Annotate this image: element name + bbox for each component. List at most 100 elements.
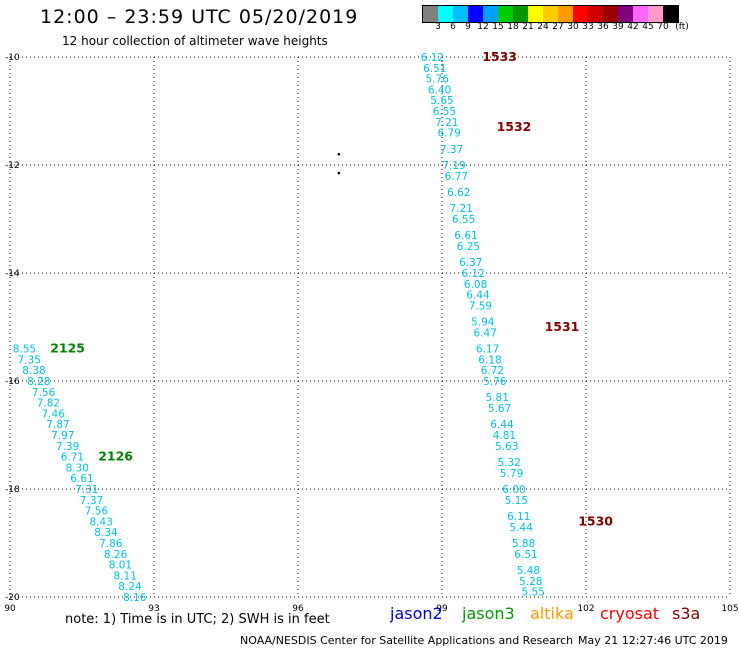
map-title: 12:00 – 23:59 UTC 05/20/2019 — [40, 6, 359, 28]
y-tick-label: -10 — [5, 53, 20, 63]
wave-height-value: 7.86 — [99, 538, 123, 550]
wave-height-value: 8.43 — [90, 516, 113, 528]
wave-height-value: 5.55 — [522, 587, 545, 599]
wave-height-value: 6.25 — [457, 241, 480, 253]
wave-height-value: 4.81 — [493, 430, 516, 442]
legend-swatch — [468, 6, 483, 22]
legend-swatch — [453, 6, 468, 22]
y-tick-label: -12 — [5, 161, 20, 171]
legend-label: 30 — [567, 22, 579, 32]
pass-time-label: 1532 — [497, 119, 532, 134]
legend-swatch — [573, 6, 588, 22]
wave-height-value: 5.44 — [510, 522, 534, 534]
footer-note: note: 1) Time is in UTC; 2) SWH is in fe… — [65, 612, 330, 627]
wave-height-value: 6.37 — [459, 257, 482, 269]
pass-time-label: 2125 — [50, 341, 85, 356]
legend-label: 6 — [450, 22, 456, 32]
legend-labels: 3 6 9 12 15 18 21 24 27 30 33 36 39 42 45 70 (ft) — [422, 22, 740, 36]
wave-height-value: 6.47 — [474, 327, 497, 339]
legend-label: 15 — [492, 22, 504, 32]
pass-time-label: 1531 — [545, 319, 580, 334]
wave-height-value: 8.26 — [104, 549, 128, 561]
wave-height-value: 6.61 — [70, 473, 93, 485]
wave-height-value: 6.12 — [421, 52, 444, 64]
legend-swatch — [543, 6, 558, 22]
wave-height-value: 7.19 — [442, 160, 465, 172]
pass-time-label: 1530 — [578, 513, 613, 528]
wave-height-value: 6.17 — [476, 344, 499, 356]
wave-height-value: 8.11 — [114, 570, 137, 582]
wave-height-value: 7.39 — [56, 441, 79, 453]
wave-height-value: 7.56 — [85, 506, 109, 518]
y-tick-label: -16 — [5, 377, 20, 387]
wave-height-value: 6.79 — [438, 128, 461, 140]
wave-height-value: 6.11 — [507, 511, 530, 523]
legend-swatch — [588, 6, 603, 22]
legend-label: 18 — [507, 22, 519, 32]
wave-height-value: 8.28 — [27, 376, 50, 388]
wave-height-value: 7.59 — [469, 300, 492, 312]
legend-swatch — [648, 6, 663, 22]
wave-height-value: 5.28 — [519, 576, 542, 588]
wave-height-value: 8.01 — [109, 560, 132, 572]
wave-height-value: 7.97 — [51, 430, 74, 442]
y-tick-label: -14 — [5, 269, 20, 279]
legend-label: 36 — [597, 22, 609, 32]
wave-height-value: 7.31 — [75, 484, 98, 496]
legend-label: 42 — [627, 22, 639, 32]
pass-time-label: 2126 — [98, 449, 133, 464]
legend-swatch — [558, 6, 573, 22]
wave-height-value: 8.30 — [66, 462, 89, 474]
wave-height-value: 5.63 — [495, 441, 518, 453]
legend-swatch — [483, 6, 498, 22]
x-tick-label: 105 — [721, 604, 738, 614]
legend-swatch — [513, 6, 528, 22]
color-legend — [422, 5, 679, 23]
wave-height-value: 6.08 — [464, 279, 487, 291]
credits: NOAA/NESDIS Center for Satellite Applica… — [240, 634, 574, 647]
wave-height-value: 8.38 — [22, 365, 45, 377]
island-dot — [337, 152, 341, 156]
wave-height-value: 7.87 — [46, 419, 69, 431]
wave-height-value: 7.46 — [42, 408, 66, 420]
legend-label: 27 — [552, 22, 564, 32]
legend-swatch — [423, 6, 438, 22]
wave-height-value: 8.55 — [13, 344, 36, 356]
legend-swatch — [603, 6, 618, 22]
island-dot — [337, 171, 341, 175]
wave-height-value: 6.71 — [61, 452, 84, 464]
y-tick-label: -18 — [5, 485, 20, 495]
wave-height-value: 8.34 — [94, 527, 118, 539]
sat-label-cryosat: cryosat — [600, 604, 660, 623]
wave-height-value: 6.77 — [445, 171, 468, 183]
wave-height-value: 6.55 — [452, 214, 475, 226]
wave-height-value: 6.40 — [428, 84, 451, 96]
legend-swatch — [618, 6, 633, 22]
wave-height-value: 5.88 — [512, 538, 535, 550]
wave-height-value: 5.76 — [483, 376, 507, 388]
sat-label-s3a: s3a — [672, 604, 701, 623]
wave-height-value: 6.51 — [423, 63, 446, 75]
legend-swatch — [663, 6, 678, 22]
wave-height-value: 7.35 — [18, 354, 41, 366]
legend-swatch — [498, 6, 513, 22]
pass-time-label: 1533 — [482, 49, 517, 64]
wave-height-value: 5.79 — [500, 468, 523, 480]
wave-height-value: 5.15 — [505, 495, 528, 507]
legend-swatch — [438, 6, 453, 22]
wave-height-value: 5.32 — [498, 457, 521, 469]
sat-label-jason3: jason3 — [462, 604, 515, 623]
wave-height-value: 6.00 — [502, 484, 525, 496]
legend-label: 21 — [522, 22, 534, 32]
legend-label: 3 — [435, 22, 441, 32]
wave-height-value: 7.82 — [37, 398, 60, 410]
wave-height-value: 6.12 — [462, 268, 485, 280]
legend-label: 33 — [582, 22, 594, 32]
legend-label: 12 — [477, 22, 489, 32]
legend-label: 39 — [612, 22, 624, 32]
x-tick-label: 90 — [4, 604, 16, 614]
wave-height-value: 7.21 — [435, 117, 458, 129]
generation-timestamp: May 21 12:27:46 UTC 2019 — [578, 634, 728, 647]
wave-height-value: 5.48 — [517, 565, 540, 577]
